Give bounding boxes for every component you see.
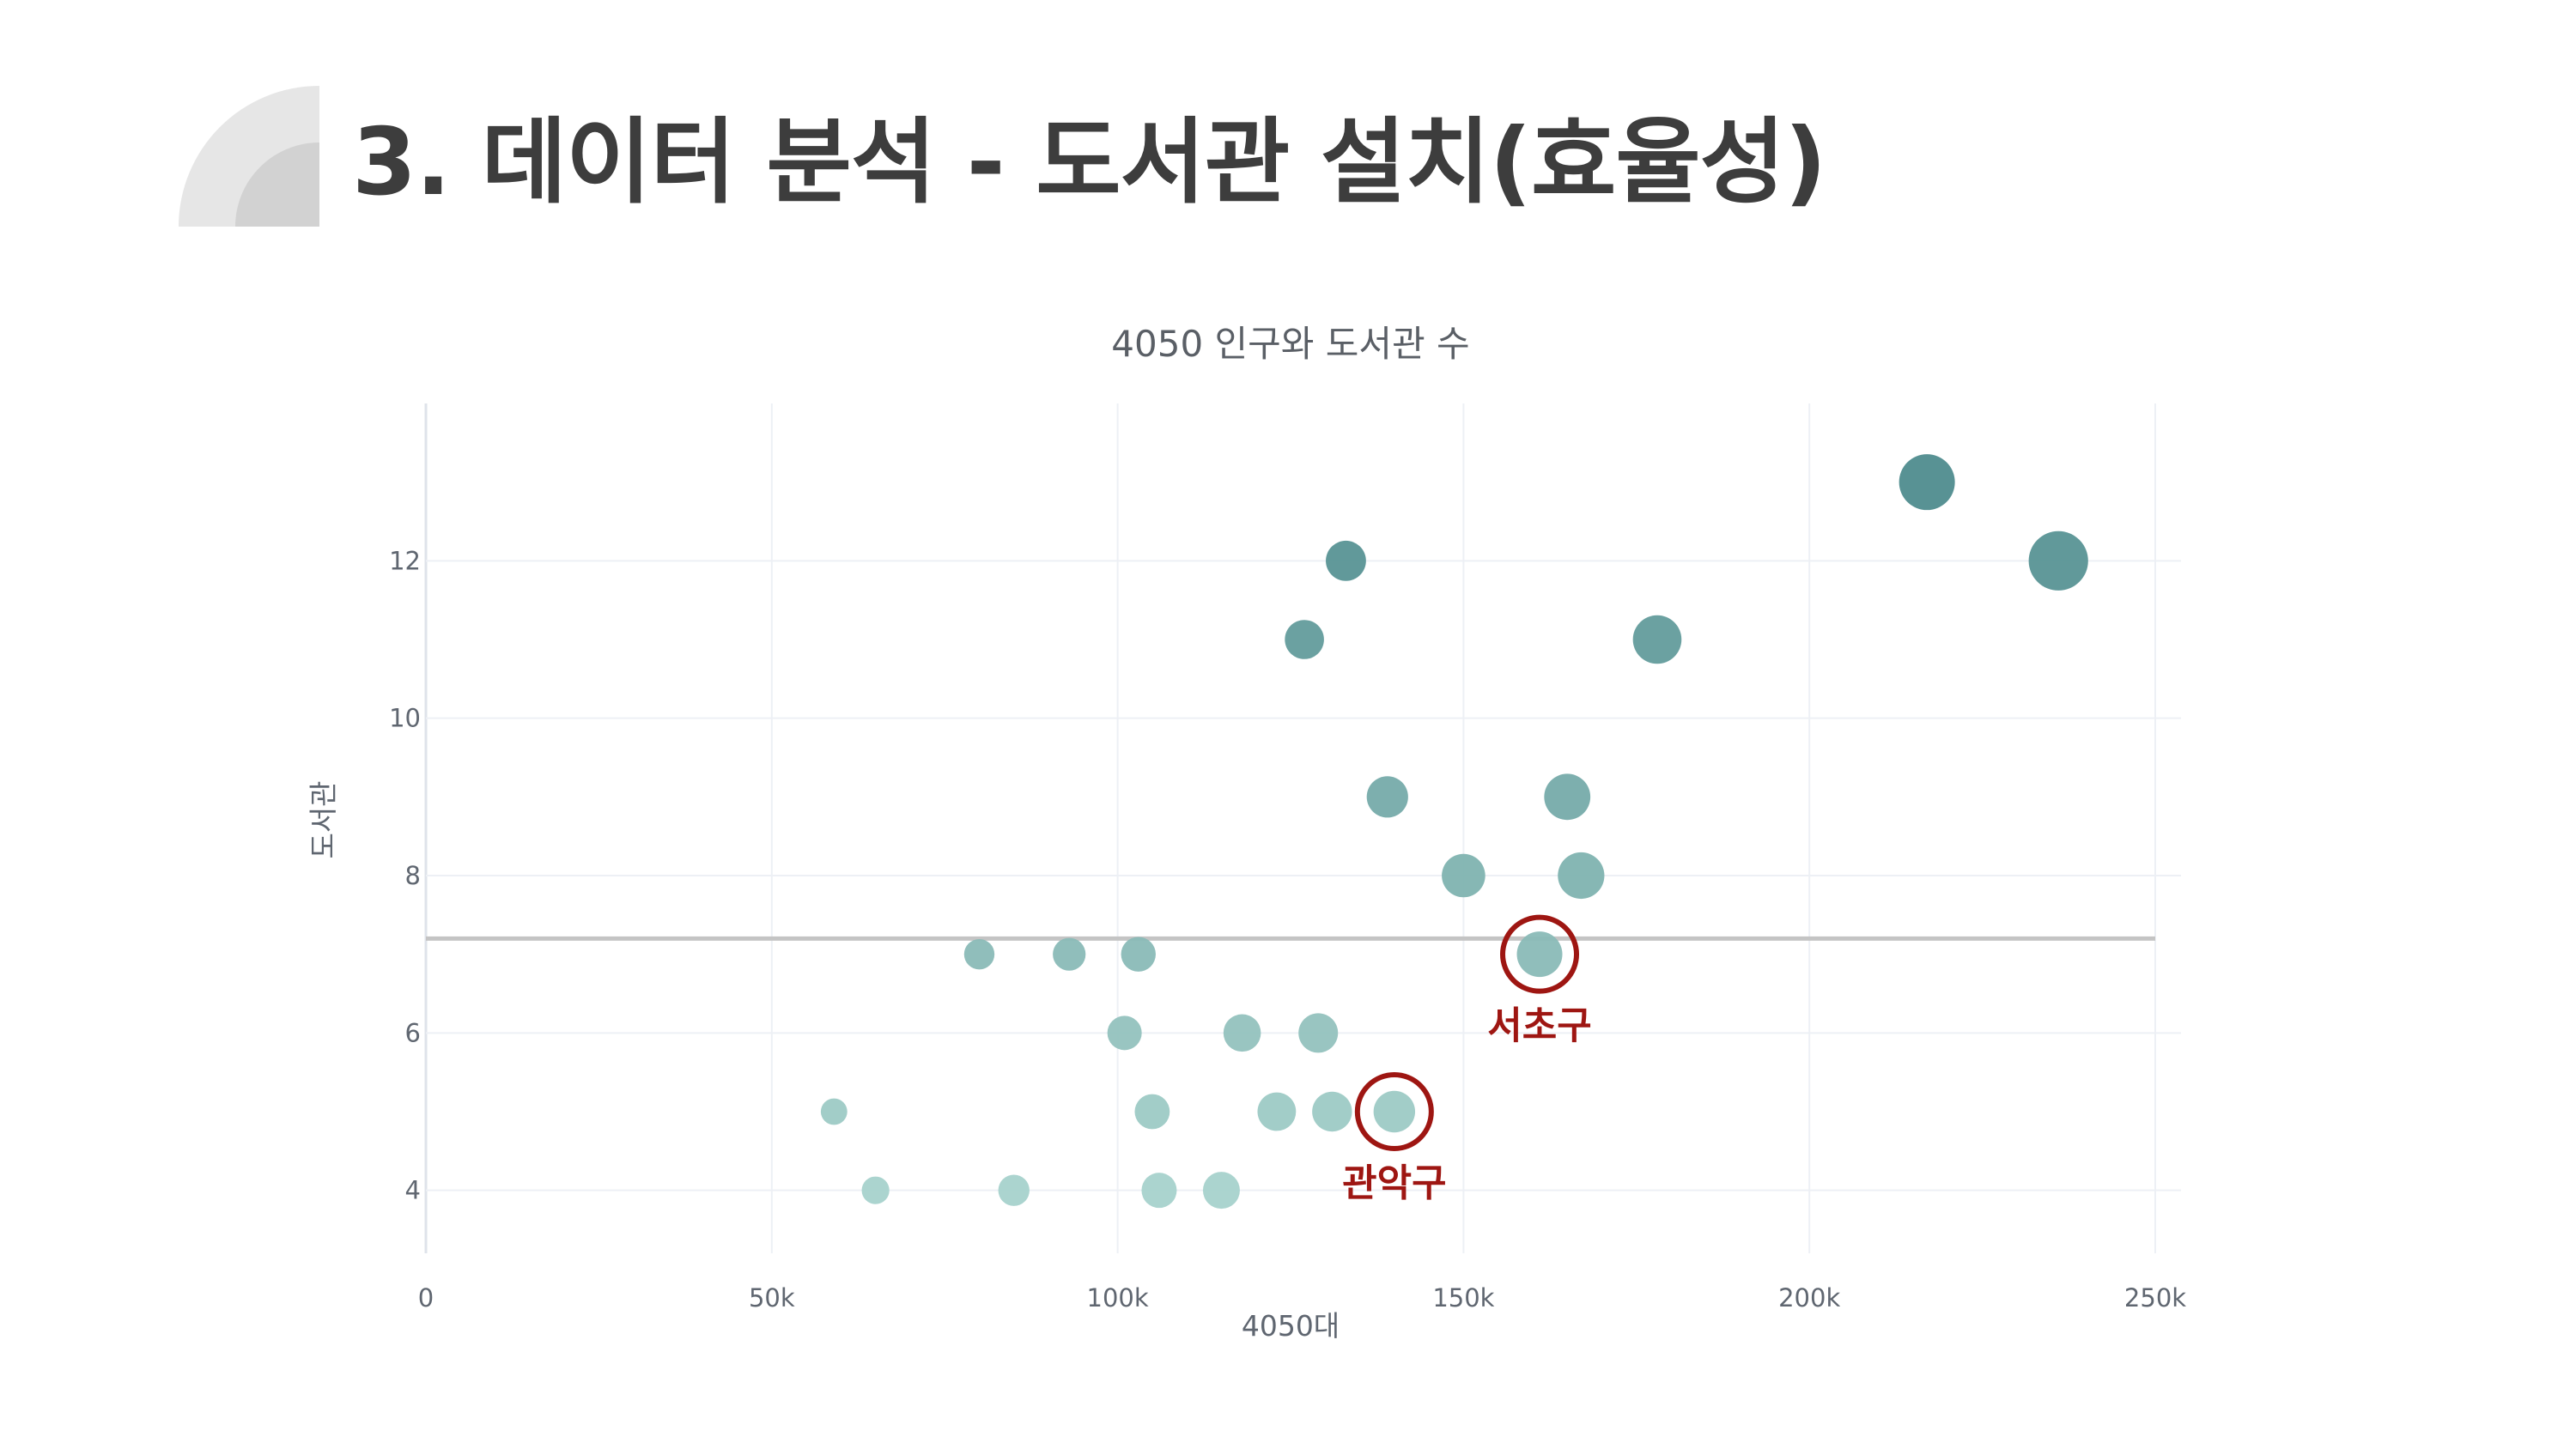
x-axis-title: 4050대 [1242,1309,1340,1343]
data-point [1632,615,1682,664]
x-tick-label: 200k [1778,1283,1840,1313]
annotation-label: 서초구 [1487,1004,1591,1048]
x-tick-label: 250k [2124,1283,2186,1313]
y-tick-label: 4 [405,1176,421,1205]
annotation-label: 관악구 [1342,1161,1446,1205]
ticks-layer: 0 50k 100k 150k 200k 250k 4 6 8 10 12 [389,546,2186,1313]
data-point [1326,540,1366,581]
data-point [861,1176,890,1204]
data-point [820,1098,848,1125]
y-tick-label: 12 [389,546,421,575]
y-tick-label: 6 [405,1018,421,1047]
slide-title: 3. 데이터 분석 - 도서관 설치(효율성) [352,109,1826,216]
data-point [1257,1092,1297,1131]
data-point [1053,937,1086,971]
data-point [1107,1016,1142,1051]
chart-title: 4050 인구와 도서관 수 [1111,323,1469,365]
data-point [1134,1094,1170,1130]
data-point [1516,931,1563,978]
data-point [963,938,995,970]
y-tick-label: 8 [405,861,421,890]
data-point [1899,454,1955,511]
y-axis-title: 도서관 [307,780,340,858]
x-tick-label: 0 [418,1283,434,1313]
grid-layer [424,403,2181,1253]
data-point [1121,937,1156,972]
data-point [1373,1090,1416,1133]
annotation-ring [1500,914,1580,994]
data-point [998,1174,1030,1206]
data-point [1202,1172,1240,1210]
x-tick-label: 150k [1432,1283,1494,1313]
y-tick-label: 10 [389,704,421,733]
annotation-ring [1354,1072,1434,1151]
decorative-arc [179,86,319,227]
x-tick-label: 100k [1087,1283,1149,1313]
points-layer [820,454,2088,1210]
x-tick-label: 50k [749,1283,795,1313]
data-point [1544,773,1591,821]
data-point [1442,853,1485,898]
data-point [1285,620,1324,659]
data-point [1558,852,1605,900]
data-point [1366,776,1408,818]
data-point [1141,1173,1177,1209]
data-point [1312,1091,1352,1132]
data-point [1223,1014,1261,1052]
data-point [1298,1013,1339,1053]
data-point [2028,530,2088,591]
